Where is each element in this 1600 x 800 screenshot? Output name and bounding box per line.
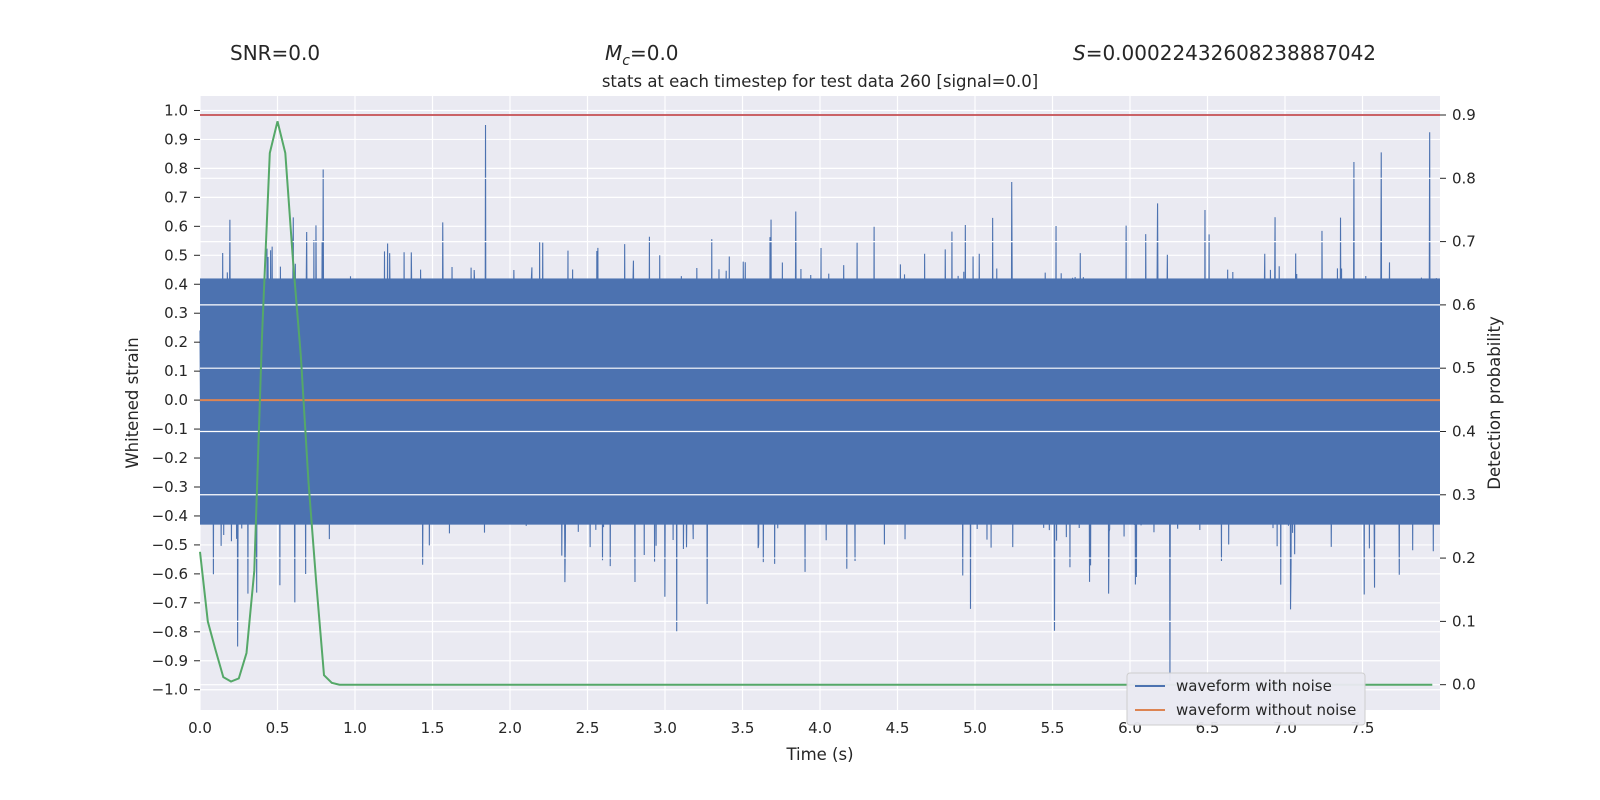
y-left-tick-label: −0.2 [152,449,188,467]
y-left-tick-label: 0.5 [164,246,188,264]
y-left-tick-label: 0.7 [164,188,188,206]
y-left-tick-label: 1.0 [164,101,188,119]
chart-subtitle: stats at each timestep for test data 260… [602,72,1038,91]
y-left-tick-label: 0.8 [164,159,188,177]
y-left-tick-label: 0.6 [164,217,188,235]
series-detection-probability [199,121,1433,686]
y-left-tick-label: 0.0 [164,391,188,409]
y-right-tick-label: 0.4 [1452,422,1476,440]
y-left-tick-label: −0.4 [152,507,188,525]
y-right-tick-label: 0.1 [1452,612,1476,630]
y-right-tick-label: 0.6 [1452,296,1476,314]
x-tick-label: 3.0 [653,719,677,737]
x-tick-label: 0.0 [188,719,212,737]
x-tick-label: 5.5 [1041,719,1065,737]
mc-title: Mc=0.0 [605,41,679,69]
y-left-tick-label: −1.0 [152,681,188,699]
x-tick-label: 1.5 [421,719,445,737]
x-tick-label: 4.0 [808,719,832,737]
y-left-tick-label: −0.1 [152,420,188,438]
y-right-tick-label: 0.5 [1452,359,1476,377]
y-left-tick-label: 0.2 [164,333,188,351]
y-left-tick-label: −0.8 [152,623,188,641]
legend-label-with-noise: waveform with noise [1176,677,1332,695]
y-left-tick-label: −0.6 [152,565,188,583]
s-value: =0.00022432608238887042 [1086,41,1376,65]
x-tick-label: 3.5 [731,719,755,737]
x-axis-label: Time (s) [785,745,853,764]
y-axis-left-ticks: 1.0 0.9 0.8 0.7 0.6 0.5 0.4 0.3 0.2 0.1 0.0 −0.1 −0.… [152,101,200,699]
y-right-tick-label: 0.8 [1452,169,1476,187]
y-left-tick-label: 0.4 [164,275,188,293]
y-right-tick-label: 0.3 [1452,486,1476,504]
legend-box [1126,672,1366,726]
y-axis-right-ticks: 0.9 0.8 0.7 0.6 0.5 0.4 0.3 0.2 0.1 0.0 [1440,106,1476,694]
x-tick-label: 4.5 [886,719,910,737]
s-title: S=0.00022432608238887042 [1073,41,1376,65]
y-right-tick-label: 0.0 [1452,676,1476,694]
noise-dense-band [200,278,1440,525]
x-axis-ticks: 0.0 0.5 1.0 1.5 2.0 2.5 3.0 3.5 4.0 4.5 5.0 5.5 6.0 6… [188,719,1374,737]
snr-title: SNR=0.0 [230,41,320,65]
x-tick-label: 2.5 [576,719,600,737]
x-tick-label: 5.0 [963,719,987,737]
mc-value: =0.0 [630,41,679,65]
legend-label-without-noise: waveform without noise [1176,701,1356,719]
y-left-tick-label: −0.3 [152,478,188,496]
y-right-tick-label: 0.7 [1452,233,1476,251]
mc-symbol: M [605,41,622,65]
y-left-tick-label: −0.5 [152,536,188,554]
y-axis-left-label: Whitened strain [123,337,142,468]
y-right-tick-label: 0.9 [1452,106,1476,124]
mc-subscript: c [622,53,630,69]
x-tick-label: 2.0 [498,719,522,737]
y-left-tick-label: −0.7 [152,594,188,612]
y-axis-right-label: Detection probability [1485,316,1504,490]
legend: waveform with noise waveform without noi… [1126,672,1366,726]
x-tick-label: 0.5 [266,719,290,737]
s-symbol: S [1073,41,1086,65]
x-tick-label: 1.0 [343,719,367,737]
y-left-tick-label: 0.1 [164,362,188,380]
y-left-tick-label: 0.9 [164,130,188,148]
y-left-tick-label: −0.9 [152,652,188,670]
y-right-tick-label: 0.2 [1452,549,1476,567]
series-waveform-with-noise [199,124,1440,682]
y-left-tick-label: 0.3 [164,304,188,322]
